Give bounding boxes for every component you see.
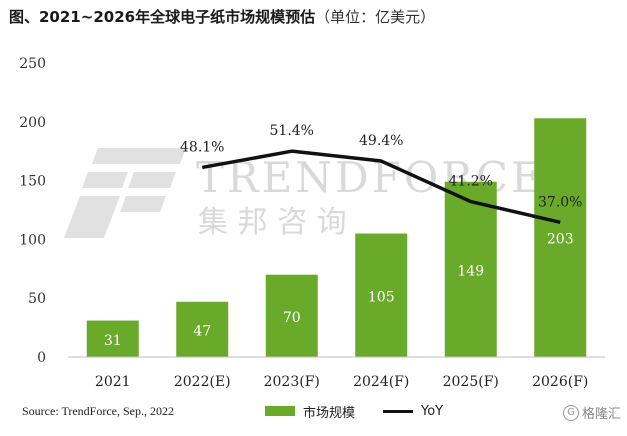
x-tick-label: 2021: [95, 374, 131, 390]
legend-line-swatch: [383, 409, 414, 413]
bar-data-label: 105: [368, 289, 395, 305]
y-tick-label: 150: [19, 174, 46, 190]
badge-label: 格隆汇: [581, 407, 621, 422]
x-tick-label: 2022(E): [174, 374, 231, 390]
yoy-line: [201, 149, 561, 224]
yoy-data-label: 37.0%: [538, 194, 582, 210]
chart-title-unit: （单位：亿美元）: [315, 8, 436, 26]
bar: [355, 233, 408, 357]
x-tick-label: 2025(F): [443, 374, 499, 390]
yoy-data-label: 51.4%: [270, 123, 314, 139]
yoy-data-label: 49.4%: [359, 133, 403, 149]
watermark-brand-cn: 集 邦 咨 询: [198, 205, 347, 240]
yoy-data-label: 41.2%: [449, 174, 493, 190]
yoy-data-label: 48.1%: [180, 139, 224, 155]
bar: [265, 274, 318, 357]
legend-bar-label: 市场规模: [303, 405, 356, 421]
yoy-line-series: 48.1% 51.4% 49.4% 41.2% 37.0%: [180, 123, 582, 224]
x-axis: 2021 2022(E) 2023(F) 2024(F) 2025(F) 2026(F): [68, 356, 605, 390]
bar: [534, 118, 587, 357]
x-tick-label: 2026(F): [532, 374, 588, 390]
y-axis: 0 50 100 150 200 250: [19, 56, 46, 366]
legend-bar-swatch: [265, 406, 295, 416]
x-tick-label: 2024(F): [353, 374, 409, 390]
legend: 市场规模 YoY: [265, 402, 444, 421]
y-tick-label: 0: [37, 350, 46, 366]
bar-data-label: 31: [104, 333, 122, 349]
bar-data-label: 47: [193, 323, 211, 339]
chart-title: 图、2021~2026年全球电子纸市场规模预估（单位：亿美元）: [9, 6, 619, 27]
bar: [86, 320, 139, 357]
bar: [444, 181, 497, 357]
y-tick-label: 250: [19, 56, 46, 72]
x-tick-label: 2023(F): [264, 374, 320, 390]
legend-line-label: YoY: [421, 403, 444, 419]
source-note: Source: TrendForce, Sep., 2022: [22, 404, 174, 418]
y-tick-label: 100: [19, 232, 46, 248]
bar-data-label: 70: [283, 310, 301, 326]
g-circle-icon: G: [562, 404, 579, 421]
gelonghui-badge: G 格隆汇: [562, 403, 621, 422]
y-tick-label: 50: [28, 291, 46, 307]
trendforce-logo-icon: [64, 148, 186, 238]
y-tick-label: 200: [19, 115, 46, 131]
bar-data-label: 203: [547, 232, 574, 248]
chart-title-main: 图、2021~2026年全球电子纸市场规模预估: [9, 8, 316, 26]
bar-series: 31 47 70 105 149 203: [86, 118, 587, 357]
bar-data-label: 149: [457, 263, 484, 279]
bar: [176, 301, 229, 357]
